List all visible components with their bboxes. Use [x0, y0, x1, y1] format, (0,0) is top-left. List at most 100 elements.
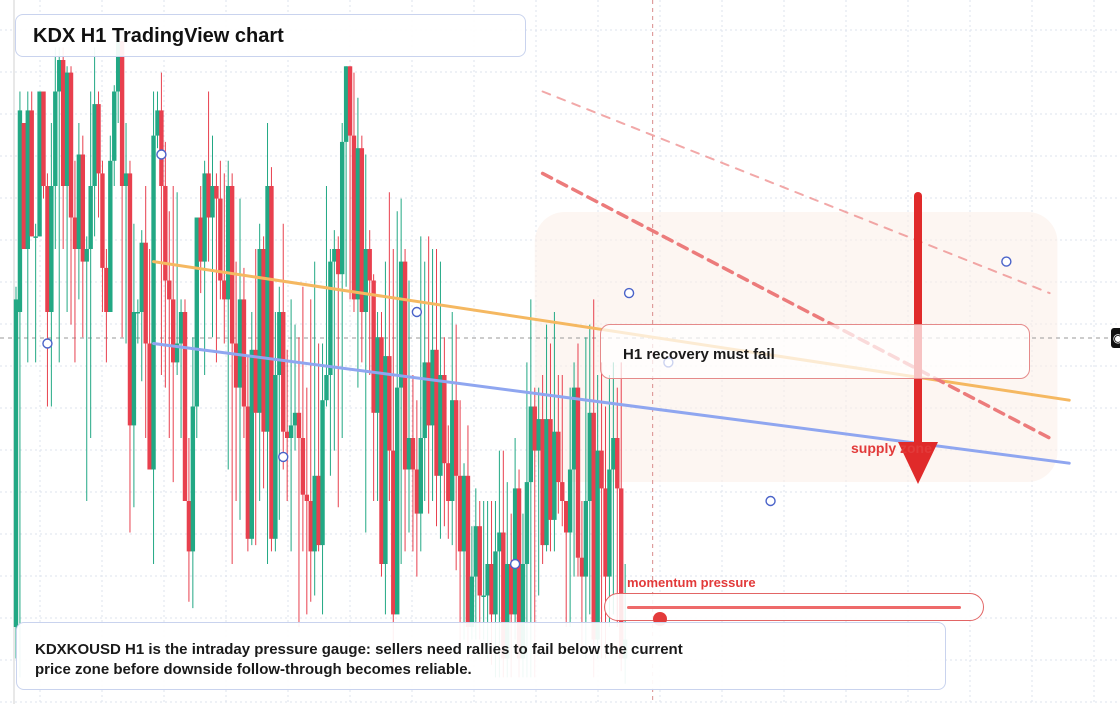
candle-body: [155, 110, 160, 136]
candle-body: [269, 186, 274, 539]
event-marker-icon: [156, 149, 167, 160]
candle-body: [438, 375, 443, 476]
candle-body: [273, 375, 278, 539]
candle-body: [532, 406, 537, 451]
candle-body: [72, 217, 78, 249]
candle-body: [80, 154, 86, 262]
candle-body: [29, 110, 34, 237]
candle-body: [104, 267, 109, 312]
candle-body: [241, 299, 247, 407]
candle-body: [347, 66, 353, 136]
candle-body: [355, 148, 361, 300]
candle-body: [163, 186, 168, 281]
candle-body: [512, 488, 518, 615]
candle-body: [147, 343, 152, 470]
candle-body: [64, 72, 70, 186]
candle-body: [261, 249, 266, 432]
down-arrow-icon: [898, 192, 938, 484]
candle-body: [540, 419, 545, 546]
candle-body: [17, 110, 23, 313]
candle-body: [552, 431, 557, 520]
candle-body: [351, 135, 357, 300]
candle-body: [253, 349, 258, 413]
candle-body: [76, 154, 82, 249]
candle-body: [591, 412, 596, 640]
candle-body: [304, 494, 310, 501]
candle-body: [434, 349, 439, 476]
candle-body: [332, 249, 337, 262]
candle-body: [139, 242, 144, 312]
candle-body: [564, 501, 569, 533]
candle-body: [214, 186, 219, 199]
candle-body: [426, 362, 431, 426]
candle-body: [37, 91, 42, 237]
candle-body: [567, 469, 573, 533]
candle-body: [599, 450, 604, 489]
candle-body: [528, 406, 534, 483]
momentum-gauge[interactable]: [604, 593, 984, 626]
candle-body: [108, 160, 113, 312]
candle-body: [450, 400, 455, 501]
candle-body: [178, 312, 184, 344]
candle-body: [324, 375, 329, 401]
trendline-red-dashed: [540, 171, 1052, 440]
candle-body: [607, 469, 612, 577]
title-card: KDX H1 TradingView chart: [15, 14, 526, 57]
candle-body: [257, 249, 262, 413]
candle-body: [465, 475, 471, 627]
candle-body: [68, 72, 74, 218]
gauge-track: [627, 606, 961, 626]
candle-body: [493, 551, 498, 615]
candle-body: [320, 400, 325, 546]
candle-body: [308, 501, 313, 552]
candle-body: [524, 482, 530, 564]
candle-body: [489, 564, 494, 615]
event-marker-icon: [509, 558, 521, 570]
arrow-head: [898, 442, 938, 484]
candle-body: [123, 173, 129, 186]
candle-body: [174, 343, 180, 363]
candle-body: [41, 91, 46, 186]
candle-body: [115, 41, 121, 92]
event-marker-icon: [1001, 256, 1012, 267]
recovery-callout: H1 recovery must fail: [600, 324, 1030, 379]
candle-body: [453, 400, 459, 476]
candle-body: [49, 186, 54, 312]
candle-body: [21, 123, 27, 249]
momentum-label: momentum pressure: [627, 575, 756, 590]
candle-body: [171, 299, 176, 363]
candle-body: [167, 280, 172, 300]
candle-body: [379, 337, 384, 564]
event-marker-icon: [278, 451, 289, 463]
candle-body: [194, 217, 199, 407]
candle-body: [210, 186, 215, 218]
candle-body: [508, 564, 514, 615]
candle-body: [186, 501, 192, 552]
candle-body: [96, 104, 101, 174]
camera-icon[interactable]: ◉: [1111, 328, 1120, 348]
candle-body: [218, 198, 223, 281]
candle-body: [151, 135, 156, 470]
candle-body: [45, 186, 50, 312]
candle-body: [583, 501, 589, 577]
candle-body: [57, 60, 62, 92]
candle-body: [312, 475, 317, 552]
candles: [13, 34, 628, 684]
candle-body: [501, 532, 506, 659]
candle-body: [363, 249, 368, 312]
candle-body: [159, 110, 164, 186]
candle-body: [119, 41, 125, 186]
candle-body: [135, 312, 141, 314]
summary-card: KDXKOUSD H1 is the intraday pressure gau…: [16, 622, 946, 690]
event-marker-icon: [623, 287, 635, 299]
candle-body: [182, 312, 188, 501]
candle-body: [284, 431, 290, 438]
candle-body: [233, 343, 239, 388]
callout-text: H1 recovery must fail: [623, 346, 775, 363]
candle-body: [88, 186, 93, 249]
candle-body: [190, 406, 196, 552]
candle-body: [422, 362, 427, 438]
candle-body: [387, 356, 392, 451]
candle-body: [473, 526, 479, 577]
candle-body: [336, 249, 341, 275]
